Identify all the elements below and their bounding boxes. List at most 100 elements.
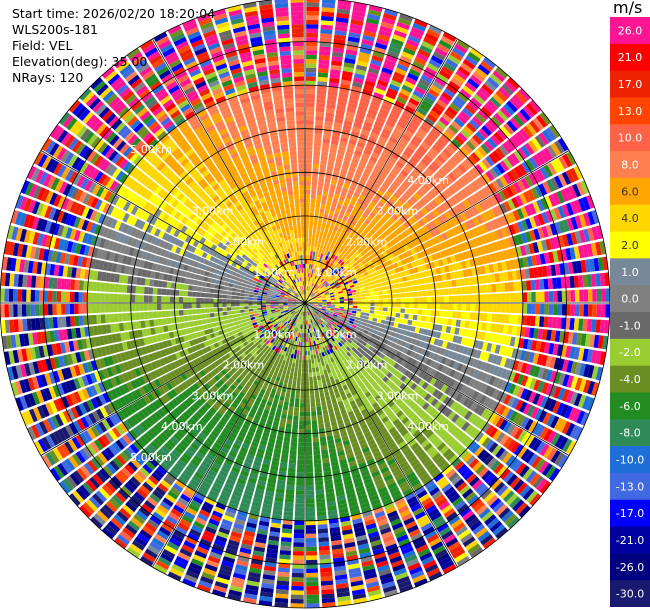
gate-cell bbox=[388, 264, 395, 270]
gate-cell bbox=[496, 109, 509, 122]
gate-cell bbox=[437, 225, 445, 234]
gate-cell bbox=[362, 125, 372, 132]
gate-cell bbox=[504, 282, 510, 292]
gate-cell bbox=[457, 177, 467, 188]
gate-cell bbox=[287, 410, 294, 416]
gate-cell bbox=[306, 538, 317, 543]
gate-cell bbox=[303, 337, 305, 343]
gate-cell bbox=[330, 139, 339, 146]
gate-cell bbox=[382, 100, 393, 108]
gate-cell bbox=[587, 227, 595, 242]
gate-cell bbox=[396, 234, 404, 241]
gate-cell bbox=[379, 197, 387, 205]
gate-cell bbox=[393, 29, 407, 39]
gate-cell bbox=[502, 173, 512, 185]
gate-cell bbox=[339, 306, 344, 309]
gate-cell bbox=[591, 210, 600, 224]
gate-cell bbox=[390, 183, 398, 191]
gate-cell bbox=[426, 62, 439, 73]
gate-cell bbox=[311, 176, 318, 182]
gate-cell bbox=[417, 210, 425, 218]
gate-cell bbox=[478, 161, 488, 172]
gate-cell bbox=[339, 281, 344, 285]
gate-cell bbox=[510, 152, 520, 165]
gate-cell bbox=[311, 293, 315, 298]
gate-cell bbox=[324, 270, 328, 275]
gate-cell bbox=[402, 109, 414, 118]
gate-cell bbox=[390, 108, 402, 117]
gate-cell bbox=[316, 89, 327, 95]
gate-cell bbox=[361, 259, 367, 265]
gate-cell bbox=[413, 297, 419, 303]
gate-cell bbox=[318, 289, 323, 293]
gate-cell bbox=[426, 134, 436, 144]
gate-cell bbox=[299, 411, 305, 417]
gate-cell bbox=[305, 446, 313, 452]
gate-cell bbox=[334, 30, 347, 36]
gate-cell bbox=[541, 129, 553, 143]
gate-cell bbox=[309, 300, 314, 302]
gate-cell bbox=[316, 280, 320, 285]
gate-cell bbox=[306, 555, 318, 561]
gate-cell bbox=[410, 64, 423, 74]
gate-cell bbox=[294, 349, 298, 355]
gate-cell bbox=[302, 342, 305, 347]
gate-cell bbox=[317, 271, 321, 276]
gate-cell bbox=[305, 337, 307, 343]
gate-cell bbox=[401, 84, 413, 93]
gate-cell bbox=[457, 163, 467, 174]
gate-cell bbox=[411, 232, 418, 240]
gate-cell bbox=[452, 236, 460, 245]
gate-cell bbox=[329, 257, 334, 263]
gate-cell bbox=[359, 225, 365, 232]
gate-cell bbox=[526, 315, 532, 326]
gate-cell bbox=[308, 237, 312, 243]
gate-cell bbox=[295, 507, 305, 513]
gate-cell bbox=[431, 268, 437, 276]
gate-cell bbox=[361, 39, 374, 46]
gate-cell bbox=[413, 246, 421, 253]
gate-cell bbox=[293, 411, 299, 417]
gate-cell bbox=[318, 541, 330, 547]
gate-cell bbox=[443, 62, 456, 73]
gate-cell bbox=[500, 215, 508, 226]
gate-cell bbox=[419, 124, 430, 134]
gate-cell bbox=[438, 317, 444, 325]
gate-cell bbox=[340, 255, 346, 261]
gate-cell bbox=[483, 103, 496, 115]
gate-cell bbox=[365, 303, 371, 307]
gate-cell bbox=[295, 389, 301, 395]
gate-cell bbox=[399, 55, 412, 64]
gate-cell bbox=[484, 80, 497, 92]
gate-cell bbox=[364, 218, 371, 225]
gate-cell bbox=[542, 181, 552, 194]
gate-cell bbox=[446, 256, 453, 264]
gate-cell bbox=[341, 277, 347, 281]
gate-cell bbox=[464, 220, 472, 230]
gate-cell bbox=[364, 182, 372, 190]
gate-cell bbox=[376, 83, 387, 92]
gate-cell bbox=[510, 168, 520, 181]
gate-cell bbox=[335, 275, 341, 280]
gate-cell bbox=[534, 279, 540, 290]
gate-cell bbox=[327, 196, 333, 202]
gate-cell bbox=[310, 198, 316, 204]
gate-cell bbox=[362, 171, 370, 179]
gate-cell bbox=[301, 381, 305, 386]
gate-cell bbox=[582, 196, 591, 211]
gate-cell bbox=[574, 215, 583, 229]
gate-cell bbox=[412, 168, 422, 177]
gate-cell bbox=[364, 274, 370, 280]
gate-cell bbox=[410, 240, 418, 248]
gate-cell bbox=[469, 74, 483, 86]
gate-cell bbox=[431, 296, 436, 303]
gate-cell bbox=[346, 288, 352, 292]
gate-cell bbox=[293, 542, 304, 547]
gate-cell bbox=[335, 113, 344, 120]
gate-cell bbox=[313, 146, 321, 152]
gate-cell bbox=[454, 95, 466, 106]
gate-cell bbox=[342, 270, 348, 275]
gate-cell bbox=[358, 194, 366, 201]
gate-cell bbox=[405, 303, 410, 308]
gate-cell bbox=[332, 171, 340, 177]
